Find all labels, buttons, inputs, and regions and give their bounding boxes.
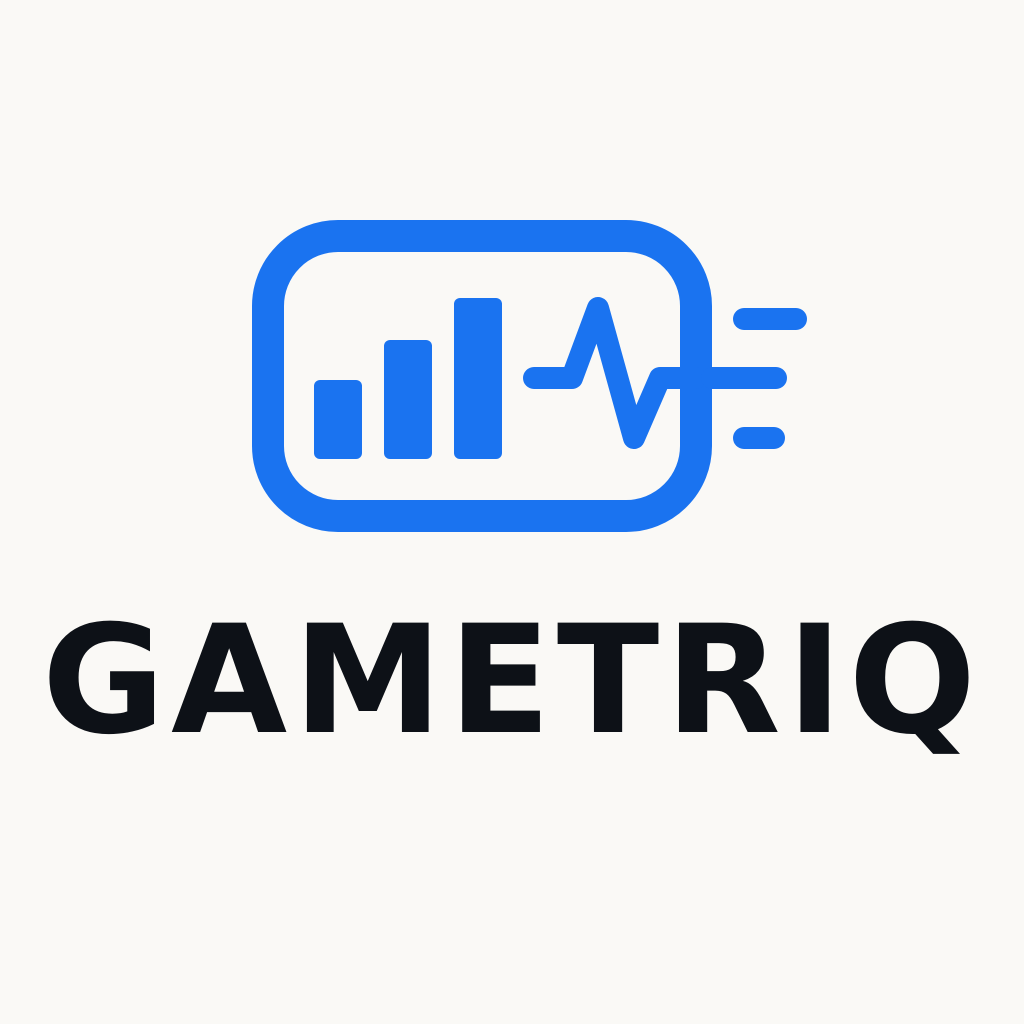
bar-tall: [454, 298, 502, 459]
bar-medium: [384, 340, 432, 459]
pulse-line-icon: [523, 297, 707, 449]
analytics-monitor-icon: [252, 220, 807, 532]
bar-short: [314, 380, 362, 459]
brand-wordmark: GAMETRIQ: [41, 594, 983, 768]
bar-chart-icon: [314, 298, 502, 459]
speed-lines-icon: [701, 308, 807, 449]
